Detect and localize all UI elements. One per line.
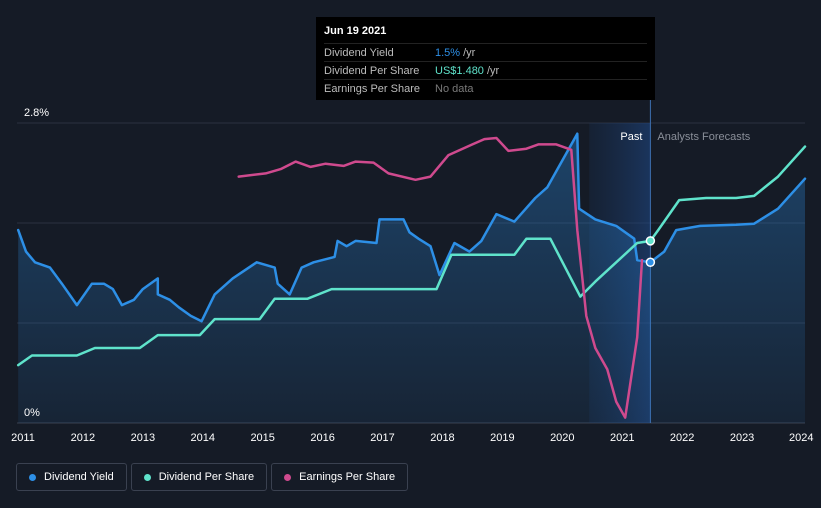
x-tick-label: 2016: [310, 432, 334, 444]
dividend-yield-area: [18, 133, 805, 423]
x-tick-label: 2020: [550, 432, 574, 444]
x-tick-label: 2022: [670, 432, 694, 444]
tooltip-name: Earnings Per Share: [324, 82, 420, 95]
tooltip-row-earnings-per-share: Earnings Per Share No data: [324, 79, 647, 97]
tooltip-name: Dividend Yield: [324, 46, 394, 59]
legend-item-dividend-yield[interactable]: Dividend Yield: [16, 463, 127, 491]
tooltip-unit: /yr: [486, 64, 500, 77]
y-axis-min-label: 0%: [24, 407, 40, 419]
x-tick-label: 2023: [730, 432, 754, 444]
tooltip-value: 1.5%: [435, 46, 461, 59]
x-tick-label: 2015: [250, 432, 274, 444]
legend-dot-icon: [29, 473, 36, 481]
x-tick-label: 2011: [11, 432, 35, 444]
legend-label: Dividend Yield: [44, 471, 114, 483]
x-tick-label: 2017: [370, 432, 394, 444]
tooltip-row-dividend-yield: Dividend Yield 1.5% /yr: [324, 43, 647, 61]
forecast-label: Analysts Forecasts: [657, 131, 750, 143]
x-tick-label: 2021: [610, 432, 634, 444]
legend-dot-icon: [143, 473, 151, 481]
earnings-per-share-line: [237, 136, 644, 419]
x-tick-label: 2019: [490, 432, 514, 444]
dividend-yield-marker: [645, 257, 656, 268]
legend-item-earnings-per-share[interactable]: Earnings Per Share: [271, 463, 409, 491]
tooltip-date: Jun 19 2021: [324, 25, 387, 37]
x-tick-label: 2018: [430, 432, 454, 444]
x-axis: 2011 2012 2013 2014 2015 2016 2017 2018 2019 2020…: [11, 432, 813, 444]
labels-layer: Past Analysts Forecasts 2.8% 0%: [24, 107, 751, 419]
legend-label: Earnings Per Share: [299, 471, 396, 483]
series-layer: [16, 132, 807, 423]
past-label: Past: [620, 131, 642, 143]
tooltip-value: No data: [435, 82, 474, 95]
dividend-per-share-marker: [645, 236, 656, 246]
y-axis-max-label: 2.8%: [24, 107, 49, 119]
x-tick-label: 2013: [131, 432, 155, 444]
x-tick-label: 2024: [789, 432, 813, 444]
tooltip-row-dividend-per-share: Dividend Per Share US$1.480 /yr: [324, 61, 647, 79]
x-tick-label: 2012: [71, 432, 95, 444]
dividend-per-share-line: [16, 145, 807, 367]
chart: 2011 2012 2013 2014 2015 2016 2017 2018 2019 2020…: [11, 100, 813, 444]
tooltip-name: Dividend Per Share: [324, 64, 420, 77]
legend-label: Dividend Per Share: [158, 471, 255, 483]
legend-dot-icon: [284, 473, 292, 481]
tooltip: Jun 19 2021 Dividend Yield 1.5% /yr Divi…: [316, 17, 655, 100]
dividend-yield-line: [16, 132, 807, 323]
x-tick-label: 2014: [191, 432, 215, 444]
tooltip-unit: /yr: [463, 46, 476, 59]
legend: Dividend Yield Dividend Per Share Earnin…: [16, 463, 409, 493]
legend-item-dividend-per-share[interactable]: Dividend Per Share: [130, 463, 268, 491]
tooltip-value: US$1.480: [435, 64, 484, 77]
